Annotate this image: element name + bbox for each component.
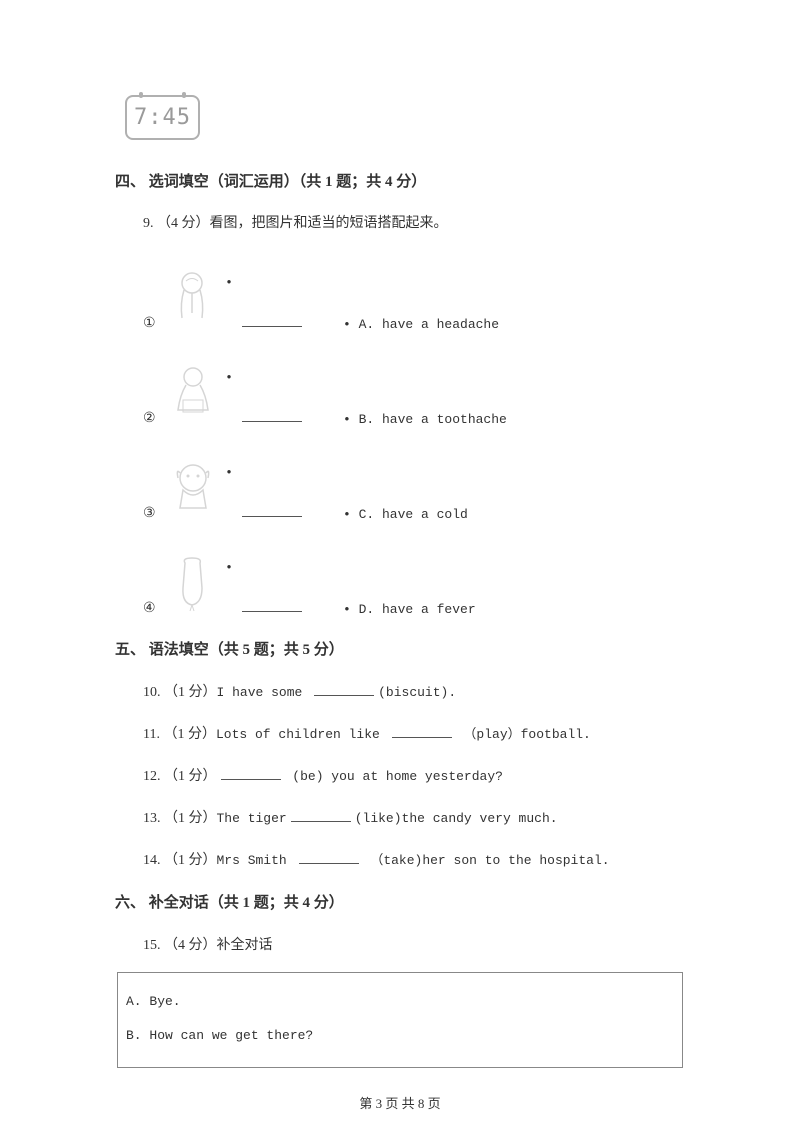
question-9: 9. （4 分）看图，把图片和适当的短语搭配起来。 ① ● • A. have … xyxy=(143,213,685,620)
q10-text-a: I have some xyxy=(217,685,311,700)
connector-dot: ● xyxy=(220,561,238,574)
match-number: ① xyxy=(143,313,165,335)
connector-dot: ● xyxy=(220,371,238,384)
q12-prefix: 12. （1 分） xyxy=(143,769,217,784)
connector-dot: ● xyxy=(220,276,238,289)
match-number: ② xyxy=(143,408,165,430)
match-number: ③ xyxy=(143,503,165,525)
question-12: 12. （1 分） (be) you at home yesterday? xyxy=(143,765,685,785)
q11-text-b: （play）football. xyxy=(456,727,591,742)
q11-text-a: Lots of children like xyxy=(216,727,388,742)
question-10: 10. （1 分）I have some (biscuit). xyxy=(143,681,685,701)
q13-prefix: 13. （1 分） xyxy=(143,811,217,826)
dialog-option-b: B. How can we get there? xyxy=(126,1019,674,1053)
match-number: ④ xyxy=(143,598,165,620)
clock-time-text: 7:45 xyxy=(134,105,191,130)
clock-image: 7:45 xyxy=(125,95,200,140)
question-14: 14. （1 分）Mrs Smith （take)her son to the … xyxy=(143,849,685,869)
match-row-4: ④ ● • D. have a fever xyxy=(143,535,685,620)
q10-text-b: (biscuit). xyxy=(378,685,456,700)
match-image-1 xyxy=(165,260,220,335)
q13-text-b: (like)the candy very much. xyxy=(355,811,558,826)
question-11: 11. （1 分）Lots of children like （play）foo… xyxy=(143,723,685,743)
answer-blank[interactable] xyxy=(242,598,302,612)
answer-blank[interactable] xyxy=(221,766,281,780)
q10-prefix: 10. （1 分） xyxy=(143,685,217,700)
question-13: 13. （1 分）The tiger (like)the candy very m… xyxy=(143,807,685,827)
answer-blank[interactable] xyxy=(314,682,374,696)
q14-prefix: 14. （1 分） xyxy=(143,853,217,868)
answer-blank[interactable] xyxy=(291,808,351,822)
section-6-heading: 六、 补全对话（共 1 题；共 4 分） xyxy=(115,891,685,912)
section-4-heading: 四、 选词填空（词汇运用）（共 1 题；共 4 分） xyxy=(115,170,685,191)
option-b: • B. have a toothache xyxy=(343,410,507,431)
match-image-4 xyxy=(165,545,220,620)
q11-prefix: 11. （1 分） xyxy=(143,727,216,742)
q14-text-a: Mrs Smith xyxy=(217,853,295,868)
answer-blank[interactable] xyxy=(392,724,452,738)
q14-text-b: （take)her son to the hospital. xyxy=(363,853,610,868)
dialog-options-box: A. Bye. B. How can we get there? xyxy=(117,972,683,1068)
option-c: • C. have a cold xyxy=(343,505,468,526)
match-row-3: ③ ● • C. have a cold xyxy=(143,440,685,525)
option-a: • A. have a headache xyxy=(343,315,499,336)
answer-blank[interactable] xyxy=(242,408,302,422)
section-5-heading: 五、 语法填空（共 5 题；共 5 分） xyxy=(115,638,685,659)
answer-blank[interactable] xyxy=(299,850,359,864)
question-9-intro: 9. （4 分）看图，把图片和适当的短语搭配起来。 xyxy=(143,213,685,235)
match-row-2: ② ● • B. have a toothache xyxy=(143,345,685,430)
q12-text-b: (be) you at home yesterday? xyxy=(285,769,503,784)
match-image-3 xyxy=(165,450,220,525)
page-footer: 第 3 页 共 8 页 xyxy=(0,1093,800,1112)
answer-blank[interactable] xyxy=(242,503,302,517)
option-d: • D. have a fever xyxy=(343,600,476,621)
match-row-1: ① ● • A. have a headache xyxy=(143,250,685,335)
question-15-intro: 15. （4 分）补全对话 xyxy=(143,934,685,954)
dialog-option-a: A. Bye. xyxy=(126,985,674,1019)
connector-dot: ● xyxy=(220,466,238,479)
answer-blank[interactable] xyxy=(242,313,302,327)
match-image-2 xyxy=(165,355,220,430)
q13-text-a: The tiger xyxy=(217,811,287,826)
